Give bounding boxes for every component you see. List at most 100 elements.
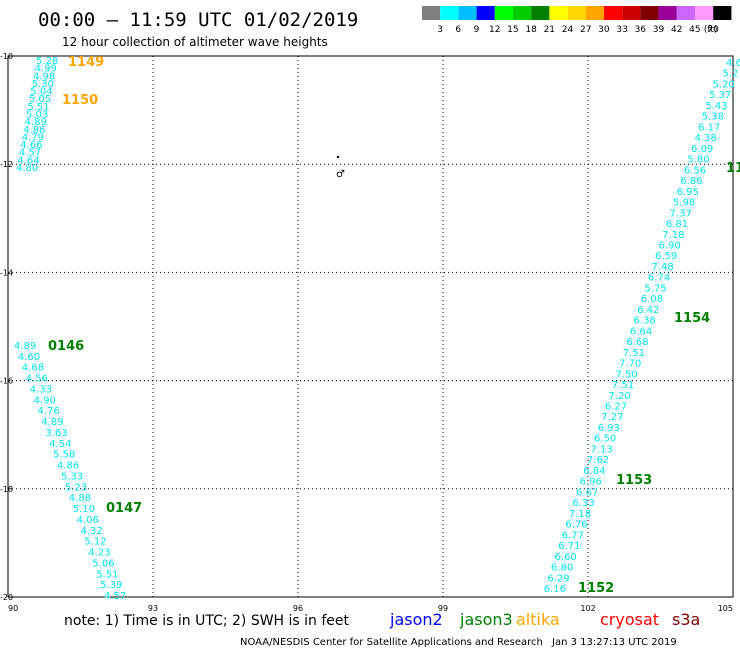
wave-height-value: 4.6 [726,58,740,69]
wave-height-value: 6.27 [605,402,627,413]
legend-label: 30 [598,25,610,35]
wave-height-value: 5.98 [673,198,695,209]
wave-height-value: 3.63 [45,428,67,439]
wave-height-value: 6.33 [572,498,594,509]
wave-height-value: 4.54 [49,439,71,450]
wave-height-value: 7.13 [590,444,612,455]
pass-time-label: 1149 [68,55,104,70]
wave-height-legend: 3 6 9 12 15 18 21 24 27 30 33 36 39 42 45 70(ft) [422,6,732,35]
longitude-tick-labels: 90 93 96 99 102 105 [8,604,733,613]
wave-height-value: 5.06 [92,558,114,569]
wave-height-value: 4.89 [41,417,63,428]
legend-label: 36 [635,25,647,35]
wave-height-value: 6.96 [580,477,602,488]
wave-height-value: 4.66 [20,140,42,151]
wave-height-value: 4.90 [34,395,56,406]
legend-label: 33 [616,25,627,35]
wave-height-value: 5.30 [32,79,54,90]
legend-unit: (ft) [704,25,718,35]
wave-height-value: 7.62 [587,455,609,466]
altimeter-tracks: 4.894.604.684.564.334.904.764.893.634.54… [14,56,740,602]
pass-time-label: 1153 [616,473,652,488]
legend-swatch [713,6,732,20]
legend-label: 12 [489,25,500,35]
wave-height-value: 5.51 [27,102,49,113]
wave-height-value: 6.42 [637,305,659,316]
wave-height-value: 4.23 [88,548,110,559]
wave-height-value: 4.88 [69,493,91,504]
wave-height-value: 5.37 [709,90,731,101]
island-marker-glyph: ♂ [336,169,345,180]
wave-height-value: 6.38 [634,316,656,327]
wave-height-value: 6.74 [648,273,670,284]
pass-time-labels: 1149 1150 0146 0147 1154 1153 1152 11 [48,55,740,596]
wave-height-value: 7.27 [601,412,623,423]
lat-lon-grid [7,55,734,598]
wave-height-value: 5.51 [96,569,118,580]
wave-height-value: 4.33 [30,385,52,396]
wave-height-value: 6.95 [677,187,699,198]
wave-height-value: 6.59 [655,251,677,262]
wave-height-value: 4.38 [695,133,717,144]
wave-height-value: 4.60 [18,352,40,363]
wave-height-value: 4.64 [17,155,39,166]
legend-swatch [440,6,459,20]
satellite-name: jason3 [459,610,513,629]
wave-height-value: 4.80 [16,163,38,174]
wave-height-value: 6.50 [594,434,616,445]
pass-time-label: 11 [726,161,740,176]
legend-swatch [676,6,695,20]
wave-height-value: 6.67 [576,487,598,498]
wave-height-value: 5.38 [702,112,724,123]
longitude-tick: 93 [148,604,158,613]
wave-height-value: 5.10 [73,504,95,515]
latitude-tick: -10 [0,52,13,61]
footer-note: note: 1) Time is in UTC; 2) SWH is in fe… [64,613,350,629]
legend-swatch [494,6,513,20]
wave-height-value: 6.64 [630,326,652,337]
legend-label: 18 [525,25,537,35]
wave-height-value: 5.80 [687,155,709,166]
wave-height-value: 5.58 [53,450,75,461]
wave-height-value: 6.56 [684,165,706,176]
latitude-tick: -16 [0,377,13,386]
wave-height-value: 5.43 [705,101,727,112]
legend-swatch [531,6,550,20]
wave-height-value: 5.75 [644,283,666,294]
wave-height-value: 4.68 [22,363,44,374]
wave-height-value: 4.79 [22,132,44,143]
wave-height-value: 5.23 [65,482,87,493]
satellite-name: cryosat [600,610,659,629]
wave-height-value: 5.2 [722,69,738,80]
legend-swatch [422,6,441,20]
latitude-tick: -20 [0,593,13,602]
legend-swatch [640,6,659,20]
wave-height-value: 4.99 [35,64,57,75]
wave-height-value: 6.90 [659,241,681,252]
wave-height-value: 7.51 [612,380,634,391]
legend-swatch [458,6,477,20]
wave-height-value: 5.12 [84,537,106,548]
map-title: 00:00 – 11:59 UTC 01/02/2019 [38,9,358,31]
wave-height-value: 6.93 [598,423,620,434]
wave-height-value: 4.89 [14,341,36,352]
wave-height-value: 5.03 [26,110,48,121]
satellite-name: s3a [672,610,700,629]
wave-height-value: 6.17 [698,122,720,133]
latitude-tick-labels: -10 -12 -14 -16 -18 -20 [0,52,13,602]
legend-swatch [622,6,641,20]
wave-height-value: 6.86 [680,176,702,187]
latitude-tick: -18 [0,485,13,494]
legend-label: 15 [507,25,518,35]
legend-label: 21 [544,25,555,35]
pass-time-label: 1150 [62,93,98,108]
latitude-tick: -14 [0,268,13,277]
wave-height-value: 4.06 [77,515,99,526]
legend-swatch [658,6,677,20]
wave-height-value: 5.28 [36,56,58,67]
wave-height-value: 4.76 [38,406,60,417]
footer-timestamp: Jan 3 13:27:13 UTC 2019 [551,637,677,648]
wave-height-value: 6.08 [641,294,663,305]
legend-label: 39 [653,25,665,35]
